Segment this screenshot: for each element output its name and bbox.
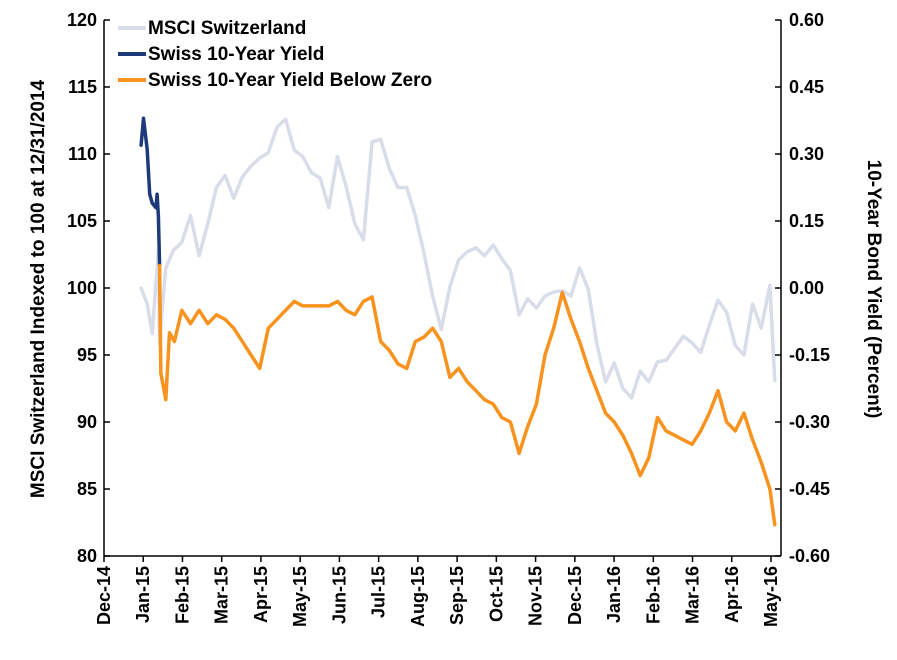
x-tick-label: Aug-15 <box>408 566 428 627</box>
right-tick-label: -0.30 <box>789 412 830 432</box>
legend-label-yield: Swiss 10-Year Yield <box>148 44 324 65</box>
right-tick-label: 0.15 <box>789 211 824 231</box>
x-tick-label: May-16 <box>761 566 781 627</box>
series-line-yield <box>139 116 162 268</box>
x-tick-label: Oct-15 <box>486 566 506 622</box>
x-tick-label: Jan-16 <box>604 566 624 623</box>
x-tick-label: Mar-15 <box>212 566 232 624</box>
right-tick-label: -0.60 <box>789 546 830 566</box>
x-tick-label: Nov-15 <box>526 566 546 626</box>
right-tick-label: 0.30 <box>789 144 824 164</box>
series-line-yield-below-zero <box>159 290 777 527</box>
right-tick-label: 0.60 <box>789 10 824 30</box>
left-tick-label: 105 <box>67 211 97 231</box>
right-axis-title: 10-Year Bond Yield (Percent) <box>863 160 884 419</box>
x-tick-label: Jun-15 <box>329 566 349 624</box>
series-connector <box>157 263 163 375</box>
left-tick-label: 100 <box>67 278 97 298</box>
legend-label-msci: MSCI Switzerland <box>148 18 306 39</box>
right-tick-label: -0.15 <box>789 345 830 365</box>
x-tick-label: Feb-15 <box>172 566 192 624</box>
left-axis-ticks: 120 115 110 105 100 95 90 85 80 <box>67 10 110 566</box>
x-tick-label: Mar-16 <box>683 566 703 624</box>
x-tick-label: May-15 <box>290 566 310 627</box>
left-tick-label: 90 <box>77 412 97 432</box>
x-tick-label: Jan-15 <box>133 566 153 623</box>
legend-label-yield-below-zero: Swiss 10-Year Yield Below Zero <box>148 70 432 91</box>
series-layer <box>139 116 777 527</box>
x-tick-label: Dec-14 <box>94 566 114 625</box>
left-axis-title: MSCI Switzerland Indexed to 100 at 12/31… <box>28 79 49 498</box>
x-tick-label: Dec-15 <box>565 566 585 625</box>
x-tick-label: Feb-16 <box>643 566 663 624</box>
legend: MSCI Switzerland Swiss 10-Year Yield Swi… <box>118 18 432 91</box>
left-tick-label: 115 <box>68 77 97 97</box>
plot-area <box>103 20 782 557</box>
right-tick-label: 0.00 <box>789 278 824 298</box>
x-tick-label: Jul-15 <box>369 566 389 618</box>
left-tick-label: 110 <box>68 144 97 164</box>
x-tick-label: Sep-15 <box>447 566 467 625</box>
left-tick-label: 120 <box>67 10 97 30</box>
left-tick-label: 80 <box>77 546 97 566</box>
right-axis-ticks: 0.60 0.45 0.30 0.15 0.00 -0.15 -0.30 -0.45 -0.60 <box>775 10 830 566</box>
right-tick-label: -0.45 <box>789 479 830 499</box>
right-tick-label: 0.45 <box>789 77 824 97</box>
x-tick-label: Apr-16 <box>722 566 742 623</box>
series-line-msci <box>139 117 777 400</box>
left-tick-label: 85 <box>77 479 97 499</box>
left-tick-label: 95 <box>77 345 97 365</box>
x-axis-ticks: Dec-14 Jan-15 Feb-15 Mar-15 Apr-15 May-15 Jun-… <box>94 556 781 627</box>
x-tick-label: Apr-15 <box>251 566 271 623</box>
